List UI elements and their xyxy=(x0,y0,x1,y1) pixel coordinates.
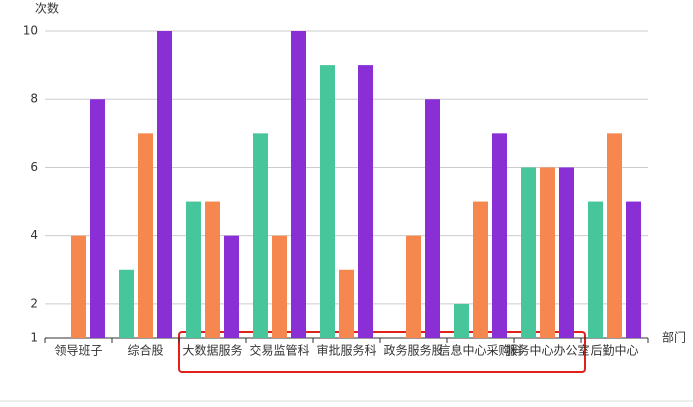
bar xyxy=(588,201,603,338)
bar xyxy=(425,99,440,338)
bar xyxy=(540,167,555,338)
bar xyxy=(272,235,287,338)
bar xyxy=(320,65,335,338)
x-tick-label: 综合股 xyxy=(127,343,163,358)
y-tick-label: 6 xyxy=(30,160,38,174)
x-tick-label: 信息中心采购科 xyxy=(438,343,522,358)
bar xyxy=(406,235,421,338)
bar xyxy=(559,167,574,338)
x-tick-label: 交易监管科 xyxy=(249,343,309,358)
y-axis-label: 次数 xyxy=(35,1,59,16)
bar xyxy=(157,31,172,338)
bar xyxy=(492,133,507,338)
bar xyxy=(90,99,105,338)
x-tick-label: 审批服务科 xyxy=(316,343,376,358)
bar xyxy=(521,167,536,338)
bar xyxy=(224,235,239,338)
bar xyxy=(626,201,641,338)
x-tick-label: 领导班子 xyxy=(54,344,102,358)
bar xyxy=(607,133,622,338)
y-tick-label: 1 xyxy=(30,331,38,345)
bar xyxy=(454,303,469,338)
bar xyxy=(71,235,86,338)
highlight-box xyxy=(178,331,586,373)
x-axis-label: 部门 xyxy=(662,330,686,345)
bar xyxy=(119,269,134,338)
y-tick-label: 8 xyxy=(30,92,38,106)
x-tick-label: 服务中心办公室 xyxy=(505,343,589,358)
x-tick-label: 大数据服务 xyxy=(182,343,242,358)
y-tick-label: 10 xyxy=(23,24,38,38)
bar xyxy=(473,201,488,338)
bar xyxy=(138,133,153,338)
x-tick-label: 政务服务股 xyxy=(383,343,443,358)
bar xyxy=(339,269,354,338)
bar xyxy=(291,31,306,338)
bar xyxy=(358,65,373,338)
y-tick-label: 4 xyxy=(30,228,38,242)
x-tick-label: 后勤中心 xyxy=(590,343,638,358)
bar xyxy=(205,201,220,338)
bar xyxy=(186,201,201,338)
bar xyxy=(253,133,268,338)
y-tick-label: 2 xyxy=(30,296,38,310)
